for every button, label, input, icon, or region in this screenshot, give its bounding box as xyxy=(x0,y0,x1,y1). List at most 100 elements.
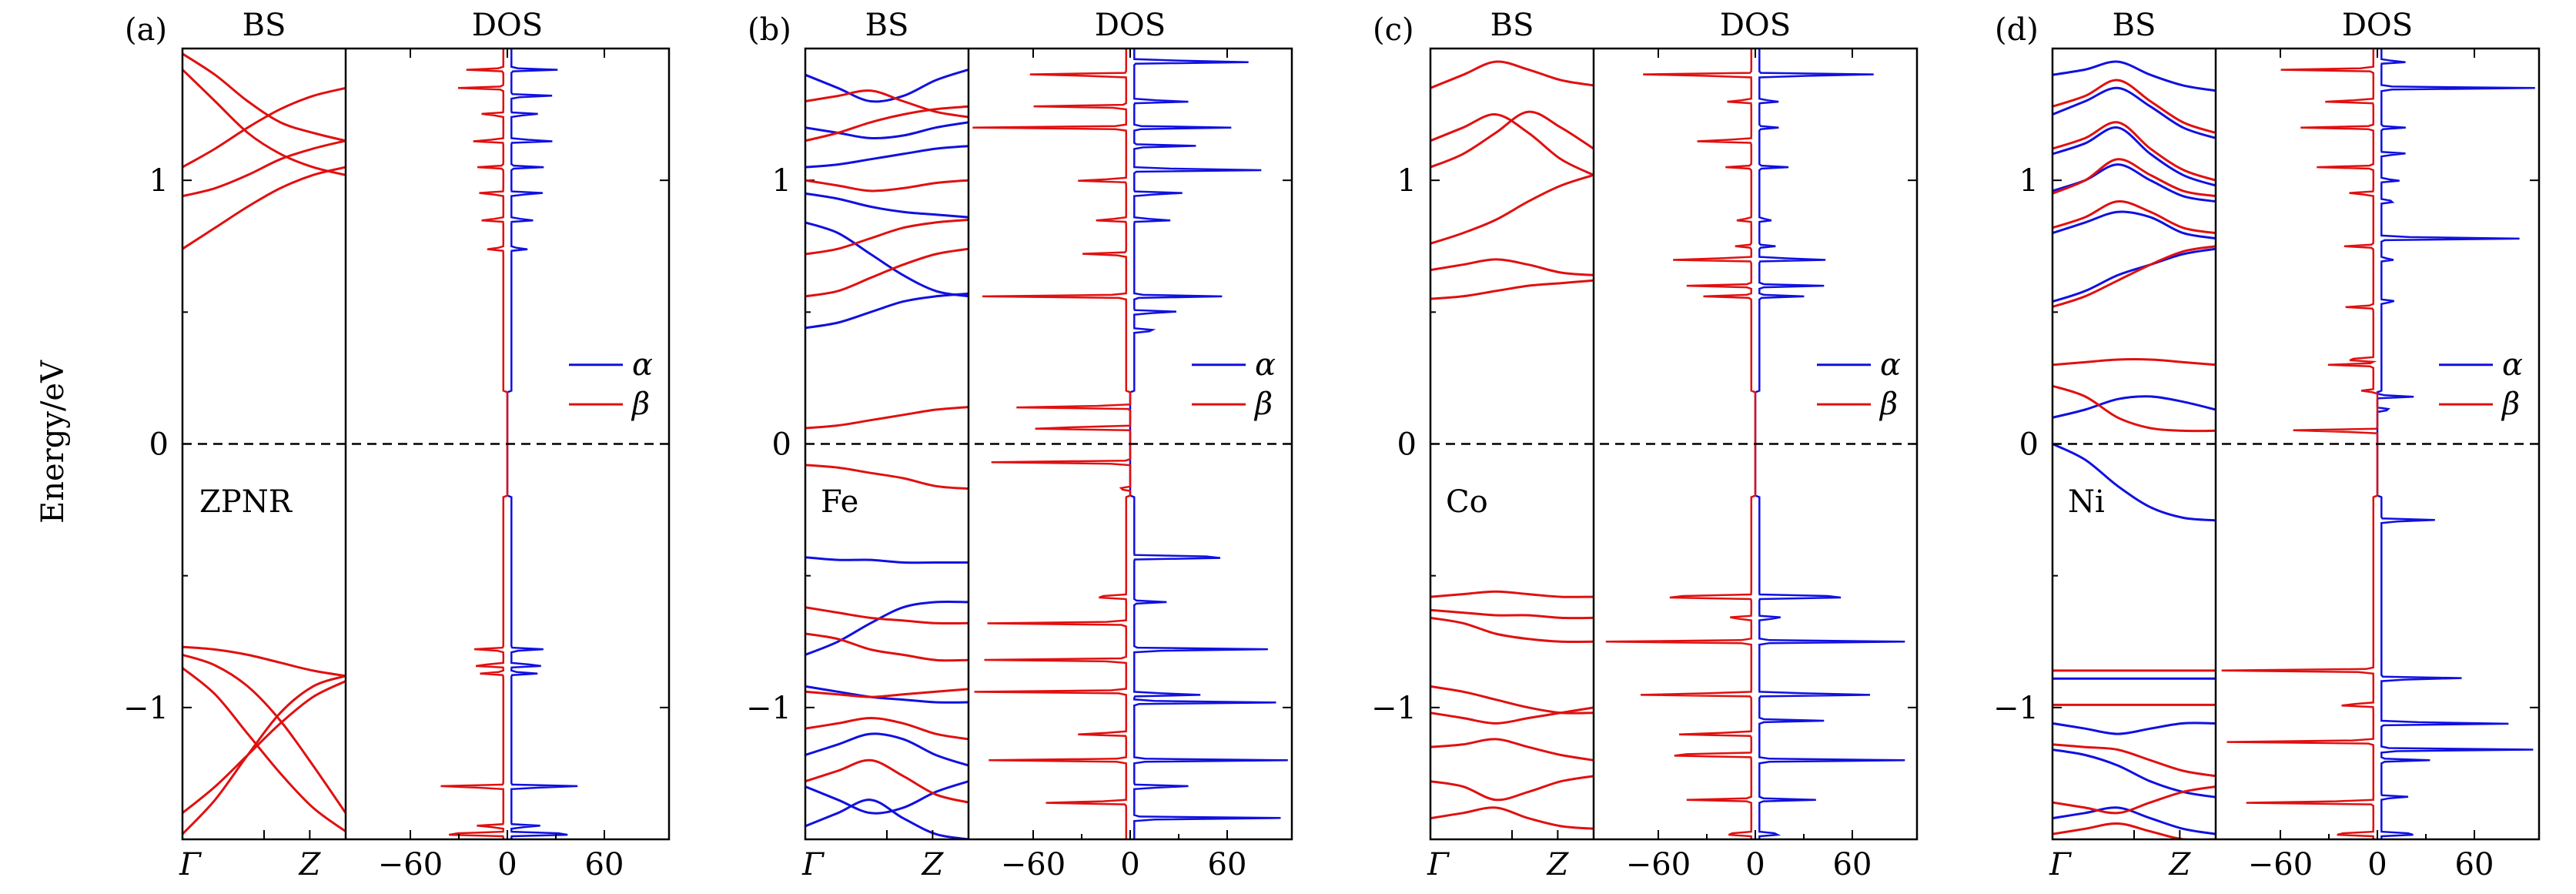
band-beta xyxy=(2052,79,2216,134)
dos-x-tick-label: −60 xyxy=(378,847,443,882)
band-alpha xyxy=(2052,722,2216,735)
band-alpha xyxy=(805,799,969,839)
band-beta xyxy=(805,406,969,430)
panel-label: (c) xyxy=(1373,12,1414,48)
band-alpha xyxy=(2052,86,2216,139)
system-label: Co xyxy=(1446,484,1488,520)
band-alpha xyxy=(2052,443,2216,522)
y-tick-label: 1 xyxy=(2019,163,2039,199)
legend-alpha-label: α xyxy=(2502,347,2523,383)
bs-x-tick-label-gamma: Γ xyxy=(801,847,825,882)
dos-header: DOS xyxy=(2342,8,2413,43)
system-label: Fe xyxy=(821,484,858,520)
band-beta xyxy=(182,667,346,832)
legend-alpha-label: α xyxy=(1880,347,1901,383)
band-beta xyxy=(1430,616,1594,644)
band-beta xyxy=(2052,384,2216,433)
panel-d: (d) BS DOS −1 0 1 Γ Z −60 0 60 Ni αβ xyxy=(1993,8,2541,882)
bs-lines xyxy=(2052,60,2216,839)
band-beta xyxy=(2052,743,2216,778)
band-beta xyxy=(182,139,346,198)
dos-x-tick-label: −60 xyxy=(2248,847,2313,882)
band-alpha xyxy=(805,68,969,103)
bs-x-tick-label-gamma: Γ xyxy=(1427,847,1450,882)
band-beta xyxy=(805,179,969,193)
y-tick-label: 1 xyxy=(1397,163,1417,199)
y-tick-label: 0 xyxy=(149,427,169,463)
band-alpha xyxy=(805,121,969,140)
band-beta xyxy=(182,166,346,250)
band-beta xyxy=(1430,60,1594,89)
band-beta xyxy=(2052,245,2216,308)
band-beta xyxy=(182,680,346,814)
y-tick-label: 0 xyxy=(772,427,791,463)
band-alpha xyxy=(2052,60,2216,92)
band-beta xyxy=(1430,706,1594,725)
band-alpha xyxy=(805,556,969,564)
band-beta xyxy=(182,86,346,169)
dos-x-tick-label: 60 xyxy=(585,847,624,882)
band-beta xyxy=(1430,279,1594,300)
band-beta xyxy=(182,69,346,176)
band-alpha xyxy=(805,192,969,219)
y-tick-label: 1 xyxy=(149,163,169,199)
band-beta xyxy=(805,89,969,119)
bs-x-tick-label-z: Z xyxy=(2167,847,2191,882)
band-beta xyxy=(1430,806,1594,830)
band-alpha xyxy=(805,732,969,767)
band-beta xyxy=(1430,685,1594,715)
legend-beta-label: β xyxy=(1253,387,1273,422)
y-tick-label: 0 xyxy=(2019,427,2039,463)
band-beta xyxy=(805,758,969,804)
bs-x-tick-label-z: Z xyxy=(297,847,321,882)
band-beta xyxy=(2052,158,2216,198)
panel-frame xyxy=(2051,47,2541,841)
dos-x-tick-label: −60 xyxy=(1001,847,1066,882)
legend-beta-label: β xyxy=(1878,387,1898,422)
band-beta xyxy=(2052,121,2216,182)
y-tick-label: 0 xyxy=(1397,427,1417,463)
bs-lines xyxy=(182,52,346,835)
band-alpha xyxy=(2052,210,2216,239)
band-alpha xyxy=(2052,748,2216,799)
dos-x-tick-label: 0 xyxy=(2367,847,2387,882)
band-alpha xyxy=(2052,806,2216,835)
band-beta xyxy=(805,688,969,698)
band-alpha xyxy=(2052,247,2216,303)
bs-x-tick-label-z: Z xyxy=(1545,847,1569,882)
panel-label: (a) xyxy=(125,12,167,48)
band-alpha xyxy=(805,685,969,704)
panel-frame xyxy=(1429,47,1919,841)
band-beta xyxy=(2052,822,2216,839)
band-beta xyxy=(1430,258,1594,276)
band-alpha xyxy=(805,221,969,298)
band-beta xyxy=(1430,590,1594,598)
y-tick-label: −1 xyxy=(1371,691,1417,726)
legend-beta-label: β xyxy=(631,387,650,422)
bs-x-tick-label-gamma: Γ xyxy=(179,847,202,882)
band-alpha xyxy=(2052,395,2216,419)
band-beta xyxy=(805,247,969,298)
band-beta xyxy=(182,52,346,142)
panel-frame xyxy=(181,47,671,841)
panel-a: (a) BS DOS −1 0 1 Γ Z −60 0 60 ZPNR αβ xyxy=(123,8,671,882)
y-tick-label: −1 xyxy=(1993,691,2039,726)
legend-beta-label: β xyxy=(2501,387,2520,422)
dos-x-tick-label: 60 xyxy=(1208,847,1247,882)
bs-header: BS xyxy=(2113,8,2156,43)
y-tick-label: −1 xyxy=(746,691,791,726)
band-alpha xyxy=(805,600,969,656)
dos-x-tick-label: 60 xyxy=(2455,847,2494,882)
band-beta xyxy=(805,105,969,142)
bs-header: BS xyxy=(865,8,909,43)
panel-c: (c) BS DOS −1 0 1 Γ Z −60 0 60 Co αβ xyxy=(1371,8,1919,882)
y-tick-label: 1 xyxy=(772,163,791,199)
band-beta xyxy=(805,716,969,741)
band-alpha xyxy=(805,292,969,330)
band-beta xyxy=(2052,200,2216,235)
dos-header: DOS xyxy=(1095,8,1166,43)
band-alpha xyxy=(805,145,969,169)
bs-lines xyxy=(805,68,969,839)
panel-label: (b) xyxy=(748,12,791,48)
